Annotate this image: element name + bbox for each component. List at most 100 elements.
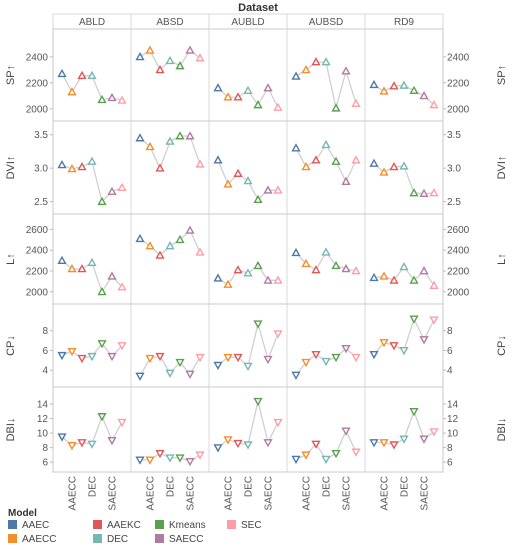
point-aaec-aubld <box>213 83 223 92</box>
y-tick-label-left: 2600 <box>26 225 49 236</box>
point-sec-abld <box>117 342 127 351</box>
point-sec-absd <box>195 159 205 168</box>
point-sec-rd9 <box>429 280 439 289</box>
point-aaekc-aubld <box>233 439 243 449</box>
y-tick-label-right: 3.5 <box>447 130 461 141</box>
point-sec-rd9 <box>429 100 439 109</box>
y-tick-label-left: 6 <box>42 458 48 469</box>
y-tick-label-right: 6 <box>447 346 453 357</box>
point-dec-abld <box>87 257 97 267</box>
point-sec-aubld <box>273 330 283 339</box>
point-aaecc-aubsd <box>301 258 311 268</box>
x-tick-label-saecc: SAECC <box>108 476 119 510</box>
y-tick-label-right: 2400 <box>447 52 470 63</box>
point-aaec-aubld <box>213 361 223 371</box>
point-aaec-absd <box>135 133 145 142</box>
point-aaec-aubsd <box>291 455 301 465</box>
point-kmeans-abld <box>97 94 107 104</box>
point-saecc-aubld <box>263 355 273 365</box>
point-dec-aubld <box>243 441 253 450</box>
point-saecc-aubld <box>263 185 273 194</box>
point-aaecc-aubld <box>223 179 233 188</box>
point-aaecc-abld <box>67 347 77 357</box>
legend-label-kmeans: Kmeans <box>169 520 206 531</box>
point-aaekc-absd <box>155 64 165 74</box>
point-aaekc-abld <box>77 354 87 364</box>
point-aaekc-rd9 <box>389 81 399 90</box>
y-tick-label-left: 2.5 <box>34 197 48 208</box>
point-saecc-rd9 <box>419 188 429 198</box>
x-tick-label-aaecc: AAECC <box>224 476 235 510</box>
y-tick-label-right: 2200 <box>447 78 470 89</box>
y-tick-label-left: 4 <box>42 366 48 377</box>
point-sec-aubsd <box>351 353 361 363</box>
y-tick-label-left: 10 <box>37 429 49 440</box>
y-tick-label-left: 2000 <box>26 104 49 115</box>
point-dec-absd <box>165 454 175 463</box>
y-tick-label-left: 2000 <box>26 287 49 298</box>
point-sec-absd <box>195 353 205 363</box>
point-aaecc-rd9 <box>379 439 389 448</box>
point-dec-rd9 <box>399 347 409 356</box>
point-aaec-absd <box>135 456 145 465</box>
y-tick-label-left: 6 <box>42 346 48 357</box>
point-saecc-aubsd <box>341 264 351 273</box>
point-aaekc-absd <box>155 163 165 172</box>
point-saecc-rd9 <box>419 90 429 100</box>
legend-swatch-dec <box>93 534 102 543</box>
point-kmeans-aubsd <box>331 353 341 363</box>
point-saecc-abld <box>107 92 117 102</box>
point-aaekc-aubld <box>233 265 243 274</box>
point-saecc-abld <box>107 271 117 280</box>
point-dec-aubsd <box>321 357 331 367</box>
y-tick-label-right: 6 <box>447 458 453 469</box>
point-aaecc-rd9 <box>379 271 389 280</box>
point-saecc-aubsd <box>341 427 351 436</box>
point-sec-aubsd <box>351 155 361 164</box>
dataset-header-absd: ABSD <box>156 17 183 28</box>
point-sec-aubld <box>273 418 283 428</box>
x-tick-label-dec: DEC <box>400 476 411 497</box>
x-tick-label-saecc: SAECC <box>186 476 197 510</box>
dataset-header-rd9: RD9 <box>394 17 414 28</box>
dataset-header-aubld: AUBLD <box>231 17 264 28</box>
y-tick-label-left: 2400 <box>26 52 49 63</box>
legend-label-saecc: SAECC <box>169 534 203 545</box>
x-tick-label-dec: DEC <box>322 476 333 497</box>
point-dec-aubld <box>243 85 253 95</box>
point-sec-aubld <box>273 102 283 111</box>
point-saecc-rd9 <box>419 336 429 345</box>
y-tick-label-right: 2200 <box>447 266 470 277</box>
point-kmeans-aubsd <box>331 260 341 270</box>
point-aaecc-aubld <box>223 92 233 101</box>
point-aaec-rd9 <box>369 79 379 89</box>
point-saecc-abld <box>107 186 117 196</box>
legend-swatch-aaekc <box>93 520 102 529</box>
point-aaecc-abld <box>67 163 77 173</box>
point-saecc-absd <box>185 131 195 140</box>
point-sec-absd <box>195 451 205 460</box>
point-saecc-absd <box>185 225 195 234</box>
point-kmeans-aubsd <box>331 449 341 459</box>
point-kmeans-abld <box>97 286 107 296</box>
dataset-header-title: Dataset <box>238 2 278 14</box>
point-dec-absd <box>165 136 175 145</box>
point-sec-abld <box>117 95 127 104</box>
y-tick-label-right: 2.5 <box>447 197 461 208</box>
point-kmeans-aubld <box>253 320 263 329</box>
point-aaekc-absd <box>155 352 165 362</box>
x-tick-label-aaecc: AAECC <box>302 476 313 510</box>
point-aaec-absd <box>135 51 145 61</box>
legend-swatch-aaec <box>8 520 17 529</box>
point-kmeans-abld <box>97 196 107 206</box>
point-sec-aubld <box>273 275 283 284</box>
point-aaecc-absd <box>145 354 155 364</box>
point-saecc-absd <box>185 370 195 379</box>
point-aaecc-aubsd <box>301 161 311 171</box>
legend-swatch-aaecc <box>8 534 17 543</box>
x-tick-label-aaecc: AAECC <box>146 476 157 510</box>
point-aaekc-rd9 <box>389 441 399 450</box>
point-dec-abld <box>87 70 97 80</box>
point-aaecc-aubld <box>223 279 233 288</box>
point-dec-aubsd <box>321 57 331 66</box>
